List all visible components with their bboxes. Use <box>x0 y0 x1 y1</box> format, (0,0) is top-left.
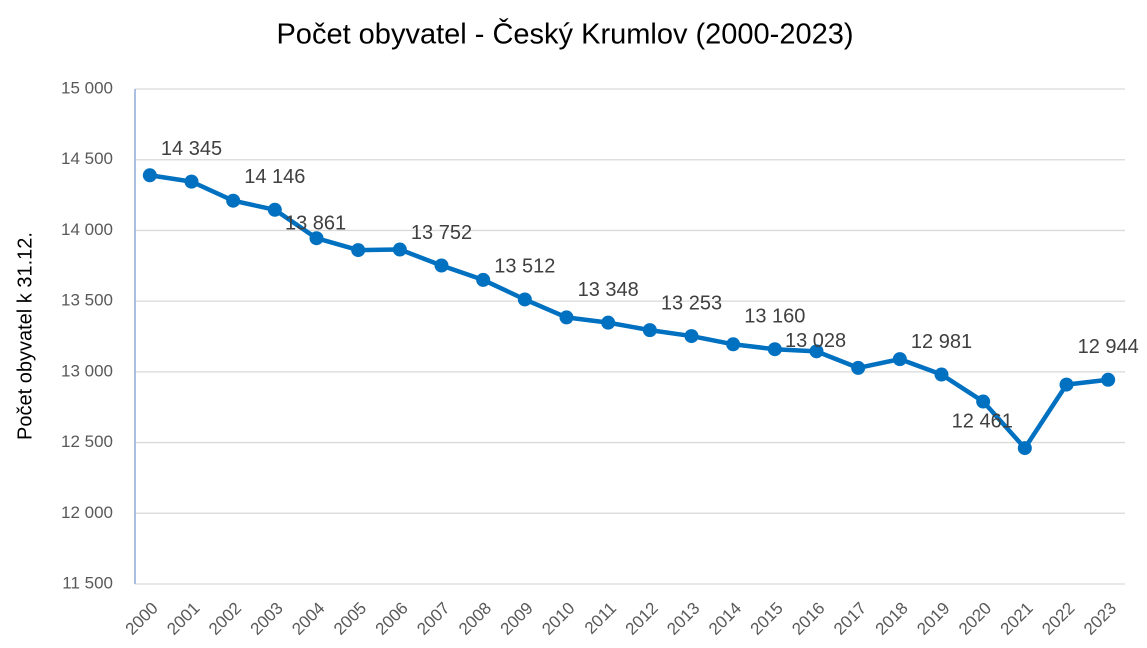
series-line <box>149 173 1109 451</box>
point-marker <box>476 272 491 287</box>
y-tick-label: 14 500 <box>61 149 113 168</box>
data-label: 12 944 <box>1078 336 1139 358</box>
x-tick-label: 2010 <box>538 599 578 639</box>
x-tick-label: 2019 <box>913 599 953 639</box>
data-label: 12 981 <box>911 331 972 353</box>
x-tick-label: 2014 <box>705 599 745 639</box>
x-tick-label: 2003 <box>247 599 287 639</box>
x-tick-label: 2009 <box>497 599 537 639</box>
point-marker <box>559 310 574 325</box>
point-marker <box>976 394 991 409</box>
data-label: 13 028 <box>785 330 846 352</box>
point-marker <box>142 168 157 183</box>
point-marker <box>809 344 824 359</box>
y-axis-label: Počet obyvatel k 31.12. <box>14 232 36 440</box>
point-marker <box>934 367 949 382</box>
point-marker <box>226 193 241 208</box>
x-tick-label: 2000 <box>122 599 162 639</box>
x-tick-label: 2008 <box>455 599 495 639</box>
x-tick-label: 2022 <box>1038 599 1078 639</box>
x-tick-label: 2018 <box>872 599 912 639</box>
x-tick-label: 2002 <box>205 599 245 639</box>
y-tick-label: 14 000 <box>61 220 113 239</box>
point-marker <box>726 337 741 352</box>
point-marker <box>309 231 324 246</box>
point-marker <box>851 360 866 375</box>
x-tick-label: 2020 <box>955 599 995 639</box>
data-label: 13 752 <box>411 222 472 244</box>
x-tick-label: 2013 <box>663 599 703 639</box>
x-tick-label: 2021 <box>997 599 1037 639</box>
x-tick-label: 2017 <box>830 599 870 639</box>
data-label: 13 512 <box>494 256 555 278</box>
point-marker <box>601 315 616 330</box>
data-label: 13 348 <box>578 279 639 301</box>
data-label: 14 345 <box>161 138 222 160</box>
data-label: 14 146 <box>244 166 305 188</box>
point-marker <box>517 292 532 307</box>
point-marker <box>684 329 699 344</box>
point-marker <box>642 323 657 338</box>
x-tick-label: 2015 <box>747 599 787 639</box>
x-tick-label: 2023 <box>1080 599 1120 639</box>
point-marker <box>892 352 907 367</box>
x-tick-label: 2005 <box>330 599 370 639</box>
x-tick-label: 2011 <box>581 599 620 638</box>
point-marker <box>1017 441 1032 456</box>
x-tick-label: 2006 <box>372 599 412 639</box>
x-tick-label: 2007 <box>413 599 453 639</box>
data-label: 12 461 <box>952 410 1013 432</box>
x-tick-label: 2016 <box>788 599 828 639</box>
point-marker <box>434 258 449 273</box>
chart-title: Počet obyvatel - Český Krumlov (2000-202… <box>276 17 853 51</box>
point-marker <box>267 202 282 217</box>
y-tick-label: 13 500 <box>61 291 113 310</box>
data-label: 13 861 <box>285 212 346 234</box>
point-marker <box>351 243 366 258</box>
point-marker <box>767 342 782 357</box>
x-tick-label: 2004 <box>288 599 328 639</box>
data-label: 13 160 <box>744 306 805 328</box>
y-tick-label: 12 500 <box>61 432 113 451</box>
x-tick-label: 2012 <box>622 599 662 639</box>
point-marker <box>1101 372 1116 387</box>
y-tick-label: 13 000 <box>61 361 113 380</box>
x-tick-label: 2001 <box>163 599 203 639</box>
point-marker <box>392 242 407 257</box>
data-label: 13 253 <box>661 292 722 314</box>
y-tick-label: 15 000 <box>61 78 113 97</box>
point-marker <box>184 174 199 189</box>
y-tick-label: 11 500 <box>62 573 113 592</box>
point-marker <box>1059 377 1074 392</box>
y-tick-label: 12 000 <box>61 503 113 522</box>
